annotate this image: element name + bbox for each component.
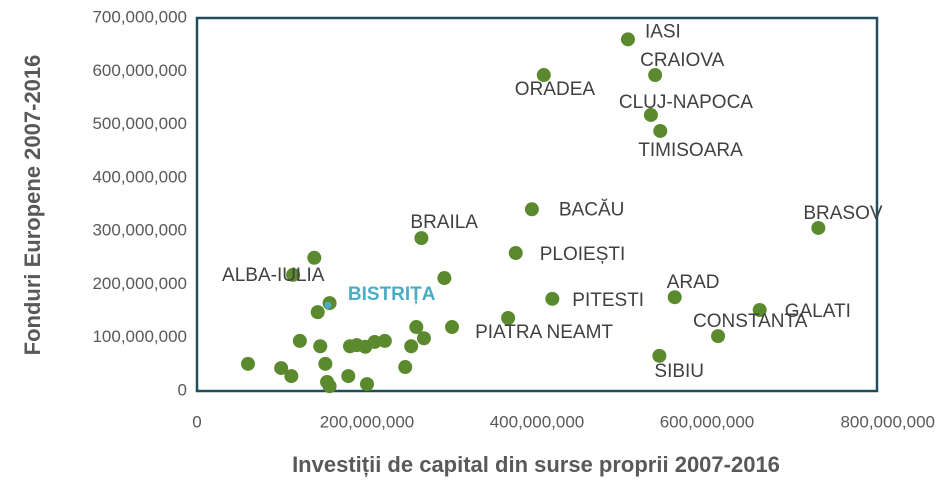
data-point <box>501 310 516 325</box>
data-point <box>241 356 255 371</box>
point-label: SIBIU <box>654 361 704 382</box>
data-point <box>414 231 429 246</box>
point-label: CLUJ-NAPOCA <box>619 92 753 113</box>
plot-frame <box>195 16 879 393</box>
data-point <box>409 320 424 335</box>
y-tick-label: 400,000,000 <box>92 167 187 186</box>
y-axis-title: Fonduri Europene 2007-2016 <box>20 55 45 356</box>
data-point <box>667 290 682 305</box>
point-label: BRAILA <box>410 212 478 233</box>
y-tick-label: 0 <box>178 380 187 399</box>
data-point <box>398 360 413 375</box>
point-label: GALATI <box>785 301 851 322</box>
data-point <box>274 361 289 376</box>
data-point <box>445 320 459 335</box>
x-tick-label: 600,000,000 <box>660 412 755 431</box>
data-point <box>322 379 337 394</box>
point-label: PLOIEȘTI <box>540 244 626 265</box>
point-label: CRAIOVA <box>640 50 724 71</box>
point-label: CONSTANTA <box>693 311 808 332</box>
y-tick-label: 600,000,000 <box>92 61 187 80</box>
x-axis-title: Investiții de capital din surse proprii … <box>292 452 780 477</box>
data-point <box>652 348 667 363</box>
data-point <box>653 123 668 138</box>
data-point <box>811 220 826 235</box>
y-tick-label: 700,000,000 <box>92 7 187 26</box>
point-label: BACĂU <box>559 199 624 220</box>
data-point <box>648 68 663 83</box>
x-tick-label: 400,000,000 <box>490 412 585 431</box>
data-point <box>404 339 419 354</box>
data-point <box>318 356 333 371</box>
data-point <box>324 301 332 309</box>
data-point <box>643 107 658 122</box>
point-label: ARAD <box>667 272 720 293</box>
data-point <box>752 303 767 318</box>
data-point <box>536 68 551 83</box>
point-label: ORADEA <box>515 79 596 100</box>
point-label: PIATRA NEAMT <box>475 322 613 343</box>
data-point <box>524 202 539 217</box>
data-point <box>377 333 392 348</box>
x-tick-label: 200,000,000 <box>320 412 415 431</box>
data-point <box>367 334 382 349</box>
data-point <box>286 267 301 282</box>
data-point <box>284 369 299 384</box>
data-point <box>416 331 431 346</box>
data-point <box>307 250 322 265</box>
y-tick-label: 300,000,000 <box>92 221 187 240</box>
data-point <box>360 377 374 392</box>
data-point <box>310 305 325 320</box>
data-point <box>437 271 452 286</box>
data-point <box>545 291 560 306</box>
y-tick-label: 500,000,000 <box>92 114 187 133</box>
data-point <box>292 333 307 348</box>
point-label: TIMISOARA <box>638 140 743 161</box>
point-label: BRASOV <box>803 203 883 224</box>
data-point <box>508 245 523 260</box>
point-label: BISTRIȚA <box>348 284 436 305</box>
point-label: PITESTI <box>572 290 644 311</box>
point-label: IASI <box>645 21 681 42</box>
x-tick-label: 0 <box>192 412 201 431</box>
point-label: ALBA-IULIA <box>222 265 325 286</box>
data-point <box>341 369 356 384</box>
y-tick-label: 200,000,000 <box>92 274 187 293</box>
y-tick-label: 100,000,000 <box>92 327 187 346</box>
data-point <box>313 339 328 354</box>
x-tick-label: 800,000,000 <box>840 412 935 431</box>
data-point <box>620 32 635 47</box>
data-point <box>711 329 726 344</box>
